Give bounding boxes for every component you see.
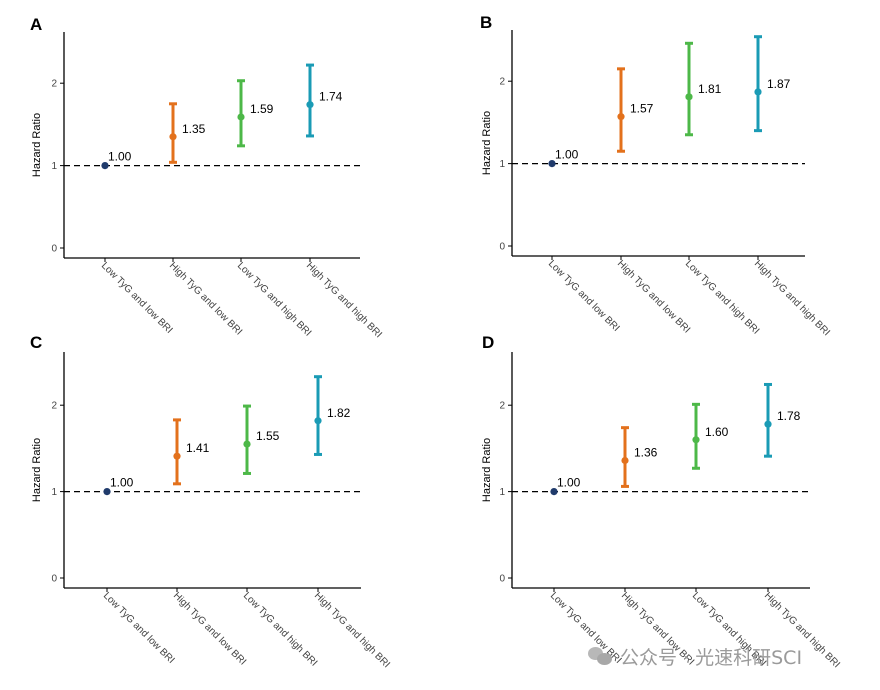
y-tick-label: 0: [499, 242, 505, 253]
point-estimate: [692, 436, 700, 444]
point-estimate: [314, 417, 322, 425]
panel-label: C: [30, 333, 42, 352]
watermark: 公众号 · 光速科研SCI: [588, 642, 802, 670]
value-label: 1.00: [557, 476, 581, 490]
y-axis-title: Hazard Ratio: [31, 438, 43, 502]
y-axis-title: Hazard Ratio: [481, 438, 493, 502]
value-label: 1.00: [108, 150, 132, 164]
x-tick-label: High TyG and low BRI: [167, 260, 244, 337]
value-label: 1.81: [698, 82, 722, 96]
x-tick-label: Low TyG and high BRI: [235, 260, 313, 338]
value-label: 1.55: [256, 429, 280, 443]
point-estimate: [243, 440, 251, 448]
y-axis-title: Hazard Ratio: [31, 113, 43, 177]
x-tick-label: High TyG and low BRI: [615, 258, 692, 335]
x-tick-label: Low TyG and high BRI: [683, 258, 761, 336]
point-estimate: [617, 113, 625, 121]
point-estimate: [685, 93, 693, 101]
y-tick-label: 0: [51, 244, 57, 255]
value-label: 1.36: [634, 445, 658, 459]
x-tick-label: Low TyG and low BRI: [99, 260, 175, 336]
x-tick-label: High TyG and high BRI: [752, 258, 832, 338]
value-label: 1.59: [250, 102, 274, 116]
y-tick-label: 2: [499, 77, 505, 88]
value-label: 1.00: [555, 148, 579, 162]
value-label: 1.82: [327, 406, 351, 420]
value-label: 1.41: [186, 441, 210, 455]
value-label: 1.74: [319, 90, 343, 104]
y-tick-label: 0: [499, 574, 505, 585]
point-estimate: [103, 488, 111, 496]
y-tick-label: 0: [51, 574, 57, 585]
point-estimate: [548, 160, 556, 168]
wechat-icon: [588, 645, 614, 667]
point-estimate: [621, 456, 629, 465]
panel-label: A: [30, 15, 42, 34]
watermark-text: 公众号 · 光速科研SCI: [620, 646, 803, 669]
y-axis-title: Hazard Ratio: [481, 111, 493, 175]
x-tick-label: High TyG and high BRI: [312, 590, 392, 670]
panel-label: B: [480, 13, 492, 32]
y-tick-label: 1: [51, 161, 57, 172]
point-estimate: [237, 113, 245, 121]
point-estimate: [754, 88, 762, 96]
y-tick-label: 2: [51, 401, 57, 412]
x-tick-label: High TyG and high BRI: [304, 260, 384, 340]
value-label: 1.78: [777, 409, 801, 423]
x-tick-label: Low TyG and high BRI: [241, 590, 319, 668]
y-tick-label: 1: [499, 487, 505, 498]
value-label: 1.87: [767, 77, 791, 91]
y-tick-label: 2: [499, 401, 505, 412]
x-tick-label: Low TyG and low BRI: [101, 590, 177, 666]
point-estimate: [550, 488, 558, 496]
x-tick-label: High TyG and low BRI: [171, 590, 248, 667]
point-estimate: [101, 162, 109, 170]
point-estimate: [306, 101, 314, 109]
y-tick-label: 1: [51, 487, 57, 498]
value-label: 1.57: [630, 102, 654, 116]
panel-label: D: [482, 333, 494, 352]
value-label: 1.35: [182, 122, 206, 136]
value-label: 1.00: [110, 476, 134, 490]
y-tick-label: 1: [499, 159, 505, 170]
point-estimate: [764, 420, 772, 428]
point-estimate: [169, 133, 177, 141]
value-label: 1.60: [705, 425, 729, 439]
y-tick-label: 2: [51, 79, 57, 90]
x-tick-label: Low TyG and low BRI: [546, 258, 622, 334]
point-estimate: [173, 452, 181, 460]
